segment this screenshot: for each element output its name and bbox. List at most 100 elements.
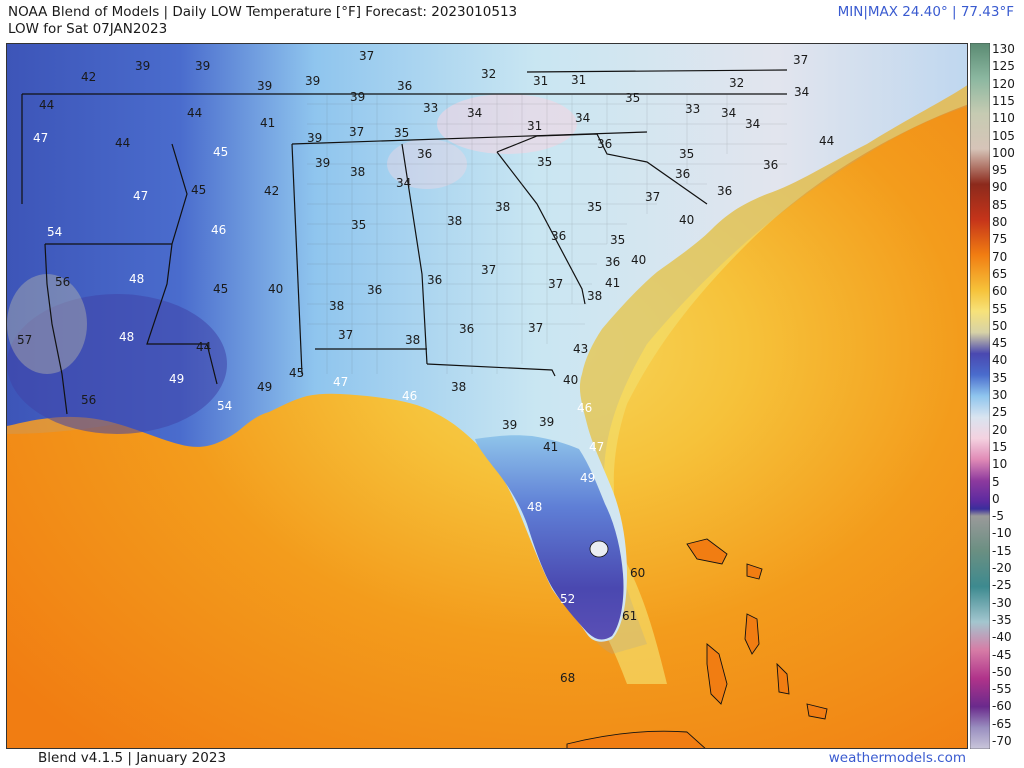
- temperature-value: 68: [560, 671, 575, 685]
- color-scale-tick: 20: [992, 422, 1008, 437]
- temperature-value: 39: [307, 131, 322, 145]
- state-border-nc-sc: [496, 133, 708, 205]
- temperature-value: 40: [563, 373, 578, 387]
- temperature-value: 35: [610, 233, 625, 247]
- temperature-value: 34: [721, 106, 736, 120]
- color-scale-legend: 130 125 120 115 110 105 100 95 90 85 80 75 70 65 60 55 5…: [970, 42, 1024, 749]
- temperature-value: 37: [338, 328, 353, 342]
- temperature-value: 48: [527, 500, 542, 514]
- temperature-value: 39: [195, 59, 210, 73]
- temperature-value: 39: [539, 415, 554, 429]
- temperature-value: 44: [196, 340, 211, 354]
- temperature-value: 41: [543, 440, 558, 454]
- temperature-value: 40: [631, 253, 646, 267]
- color-scale-tick: 85: [992, 197, 1008, 212]
- color-scale-tick: -10: [992, 526, 1012, 541]
- temperature-value: 49: [169, 372, 184, 386]
- temperature-value: 33: [423, 101, 438, 115]
- color-scale-tick: 70: [992, 249, 1008, 264]
- temperature-value: 47: [589, 440, 604, 454]
- temperature-value: 36: [367, 283, 382, 297]
- temperature-value: 35: [587, 200, 602, 214]
- temperature-value: 45: [289, 366, 304, 380]
- color-scale-tick: 105: [992, 128, 1015, 143]
- temperature-value: 34: [467, 106, 482, 120]
- site-link[interactable]: weathermodels.com: [828, 750, 966, 766]
- temperature-value: 36: [417, 147, 432, 161]
- state-border-ga-fl: [426, 363, 556, 377]
- bahamas-island: [746, 563, 763, 580]
- temperature-value: 39: [502, 418, 517, 432]
- temperature-value: 45: [213, 282, 228, 296]
- color-scale-tick: 130: [992, 42, 1015, 56]
- temperature-value: 37: [481, 263, 496, 277]
- map-title: NOAA Blend of Models | Daily LOW Tempera…: [8, 4, 518, 20]
- color-scale-tick: -45: [992, 647, 1012, 662]
- temperature-value: 39: [257, 79, 272, 93]
- color-scale-tick: -5: [992, 509, 1004, 524]
- color-scale-tick: -35: [992, 612, 1012, 627]
- color-scale-tick: 50: [992, 318, 1008, 333]
- color-scale-tick: 35: [992, 370, 1008, 385]
- color-scale-tick: -40: [992, 630, 1012, 645]
- temperature-value: 39: [350, 90, 365, 104]
- color-scale-tick: -70: [992, 734, 1012, 748]
- temperature-value: 32: [729, 76, 744, 90]
- min-max-readout: MIN|MAX 24.40° | 77.43°F: [837, 4, 1014, 20]
- temperature-value: 56: [81, 393, 96, 407]
- color-scale-tick: -65: [992, 716, 1012, 731]
- temperature-value: 54: [217, 399, 232, 413]
- state-border-nc-va: [526, 69, 788, 73]
- color-scale-tick: 125: [992, 59, 1015, 74]
- temperature-value: 41: [605, 276, 620, 290]
- temperature-value: 37: [548, 277, 563, 291]
- temperature-value: 34: [745, 117, 760, 131]
- temperature-value: 35: [679, 147, 694, 161]
- state-border-ms: [146, 143, 218, 385]
- temperature-value: 38: [329, 299, 344, 313]
- lake-okeechobee: [589, 540, 609, 558]
- temperature-value: 36: [597, 137, 612, 151]
- temperature-value: 36: [763, 158, 778, 172]
- bahamas-island: [706, 643, 728, 705]
- temperature-value: 36: [397, 79, 412, 93]
- temperature-value: 52: [560, 592, 575, 606]
- temperature-value: 34: [396, 176, 411, 190]
- temperature-value: 44: [115, 136, 130, 150]
- map-subtitle: LOW for Sat 07JAN2023: [8, 21, 168, 37]
- color-scale-tick: 60: [992, 284, 1008, 299]
- temperature-value: 39: [305, 74, 320, 88]
- color-scale-tick: 95: [992, 163, 1008, 178]
- temperature-value: 38: [451, 380, 466, 394]
- color-scale-tick: 65: [992, 266, 1008, 281]
- color-scale-tick: 110: [992, 111, 1015, 126]
- temperature-values: 37 37 42 39 39 39 39 32 31 31 32 34 44 44 39 36 33 34 34 35…: [17, 49, 834, 685]
- color-scale-tick: 5: [992, 474, 1000, 489]
- temperature-value: 36: [459, 322, 474, 336]
- color-scale-tick: 80: [992, 215, 1008, 229]
- bahamas-island: [686, 538, 728, 565]
- temperature-value: 49: [257, 380, 272, 394]
- temperature-value: 36: [675, 167, 690, 181]
- temperature-value: 57: [17, 333, 32, 347]
- color-scale-tick: 55: [992, 301, 1008, 316]
- temperature-value: 44: [819, 134, 834, 148]
- color-scale-tick: 90: [992, 180, 1008, 195]
- temperature-value: 42: [81, 70, 96, 84]
- temperature-value: 49: [580, 471, 595, 485]
- temperature-value: 34: [575, 111, 590, 125]
- color-scale-tick: 15: [992, 439, 1008, 454]
- temperature-value: 46: [211, 223, 226, 237]
- temperature-value: 41: [260, 116, 275, 130]
- cuba-coast: [566, 730, 706, 748]
- temperature-value: 60: [630, 566, 645, 580]
- color-scale-tick: -60: [992, 699, 1012, 714]
- temperature-value: 47: [133, 189, 148, 203]
- temperature-value: 38: [350, 165, 365, 179]
- color-scale-tick: 45: [992, 336, 1008, 351]
- temperature-value: 37: [528, 321, 543, 335]
- temperature-value: 37: [793, 53, 808, 67]
- temperature-value: 45: [191, 183, 206, 197]
- temperature-value: 38: [495, 200, 510, 214]
- color-scale-tick: -55: [992, 682, 1012, 697]
